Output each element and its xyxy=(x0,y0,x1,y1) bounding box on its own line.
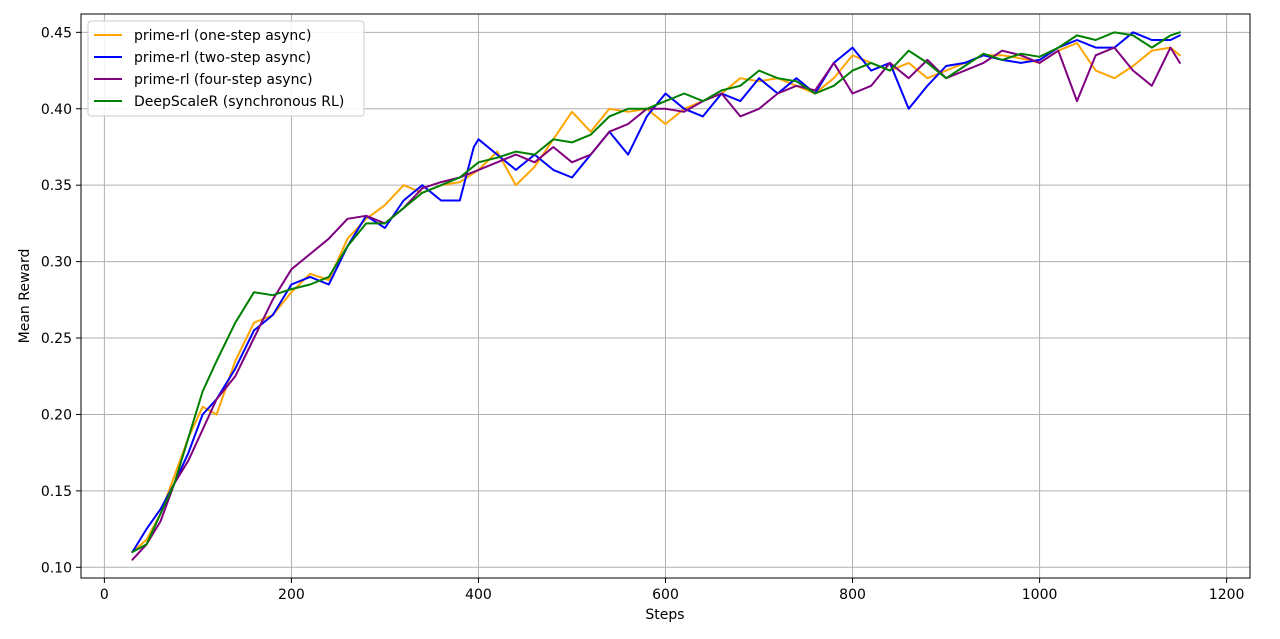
y-axis-label: Mean Reward xyxy=(17,249,33,344)
y-tick-label: 0.40 xyxy=(41,102,72,118)
x-tick-label: 400 xyxy=(465,587,492,603)
legend-label: DeepScaleR (synchronous RL) xyxy=(134,94,344,110)
x-tick-label: 600 xyxy=(652,587,679,603)
y-tick-label: 0.15 xyxy=(41,484,72,500)
y-tick-label: 0.35 xyxy=(41,178,72,194)
x-tick-label: 0 xyxy=(100,587,109,603)
series-lines xyxy=(131,31,1181,561)
y-tick-label: 0.25 xyxy=(41,331,72,347)
y-tick-label: 0.30 xyxy=(41,255,72,271)
x-axis: 0 200 400 600 800 1000 1200 xyxy=(100,578,1245,603)
x-axis-label: Steps xyxy=(645,607,684,623)
y-tick-label: 0.45 xyxy=(41,25,72,41)
x-tick-label: 1000 xyxy=(1022,587,1058,603)
y-tick-label: 0.10 xyxy=(41,560,72,576)
y-axis: 0.10 0.15 0.20 0.25 0.30 0.35 0.40 0.45 xyxy=(41,25,81,576)
legend: prime-rl (one-step async) prime-rl (two-s… xyxy=(87,20,365,117)
x-tick-label: 1200 xyxy=(1209,587,1245,603)
x-tick-label: 200 xyxy=(278,587,305,603)
x-tick-label: 800 xyxy=(839,587,866,603)
legend-label: prime-rl (four-step async) xyxy=(134,72,313,88)
legend-label: prime-rl (two-step async) xyxy=(134,50,311,66)
y-tick-label: 0.20 xyxy=(41,407,72,423)
legend-label: prime-rl (one-step async) xyxy=(134,28,311,44)
series-line-3 xyxy=(131,31,1181,553)
legend-box xyxy=(87,20,365,117)
